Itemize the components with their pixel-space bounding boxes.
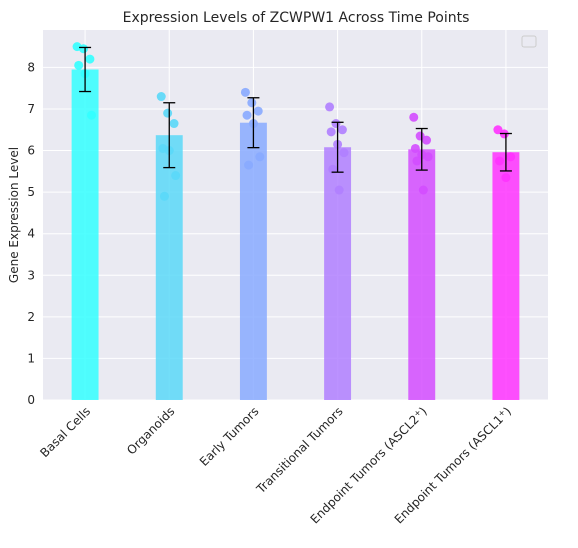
data-point xyxy=(339,148,349,158)
plot-area xyxy=(43,30,548,400)
data-point xyxy=(85,54,95,64)
x-tick-label: Organoids xyxy=(124,404,177,457)
data-point xyxy=(74,60,84,70)
error-bar xyxy=(247,97,260,149)
data-point xyxy=(410,143,420,153)
error-bars xyxy=(79,46,512,173)
data-point xyxy=(169,119,179,129)
data-point xyxy=(240,87,250,97)
error-bar xyxy=(499,132,512,172)
data-point xyxy=(78,44,88,54)
data-point xyxy=(255,152,265,162)
bar xyxy=(71,69,99,400)
data-point xyxy=(247,98,257,108)
error-bar xyxy=(415,127,428,171)
y-tick-label: 3 xyxy=(27,268,35,282)
x-tick-label: Basal Cells xyxy=(37,404,93,460)
bar xyxy=(155,135,183,400)
bar xyxy=(324,147,352,400)
x-tick-label: Early Tumors xyxy=(197,404,262,469)
data-point xyxy=(506,152,516,162)
bars xyxy=(71,69,520,401)
y-tick-label: 4 xyxy=(27,227,35,241)
data-point xyxy=(418,185,428,195)
chart-title: Expression Levels of ZCWPW1 Across Time … xyxy=(123,10,470,26)
data-point xyxy=(253,106,263,116)
bar xyxy=(492,152,520,400)
data-point xyxy=(326,127,336,137)
data-point xyxy=(244,160,254,170)
y-tick-label: 8 xyxy=(27,60,35,74)
error-bar xyxy=(331,121,344,173)
legend-box xyxy=(521,35,537,48)
error-bar xyxy=(163,102,176,169)
data-point xyxy=(337,125,347,135)
data-point xyxy=(86,110,96,120)
data-point xyxy=(423,152,433,162)
y-tick-labels: 0 1 2 3 4 5 6 7 8 xyxy=(27,60,35,407)
data-point xyxy=(242,110,252,120)
data-point xyxy=(495,156,505,166)
y-tick-label: 5 xyxy=(27,185,35,199)
bar xyxy=(239,122,267,401)
data-point xyxy=(412,156,422,166)
data-point xyxy=(325,102,335,112)
y-tick-label: 0 xyxy=(27,393,35,407)
data-point xyxy=(171,171,181,181)
y-tick-label: 1 xyxy=(27,351,35,365)
y-tick-label: 7 xyxy=(27,102,35,116)
data-point xyxy=(163,108,173,118)
data-point xyxy=(156,92,166,102)
data-point xyxy=(501,173,511,183)
data-point xyxy=(422,135,432,145)
data-point xyxy=(334,185,344,195)
data-point xyxy=(493,125,503,135)
y-tick-label: 6 xyxy=(27,144,35,158)
data-point xyxy=(159,191,169,201)
y-tick-label: 2 xyxy=(27,310,35,324)
data-point xyxy=(409,112,419,122)
x-tick-label: Transitional Tumors xyxy=(253,404,346,497)
y-axis-label: Gene Expression Level xyxy=(7,147,21,283)
data-point xyxy=(328,164,338,174)
error-bar xyxy=(79,46,92,93)
x-tick-labels: Basal Cells Organoids Early TumorsTransiti… xyxy=(37,404,514,527)
